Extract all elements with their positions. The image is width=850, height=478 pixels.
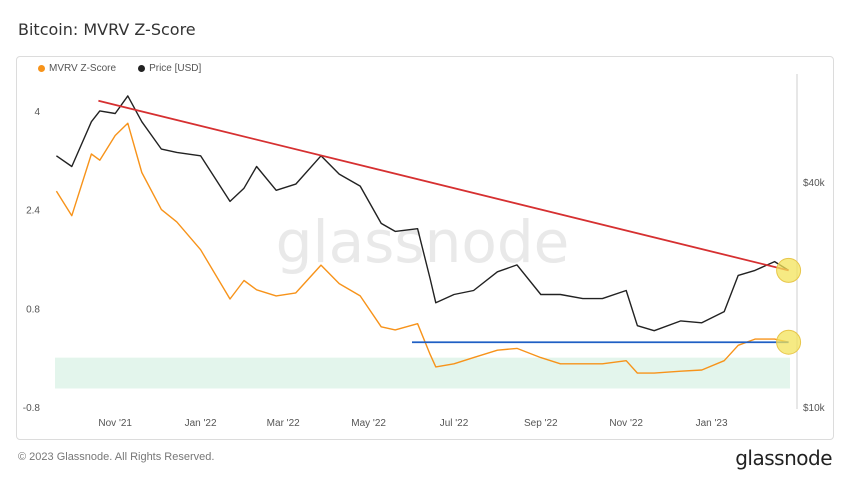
x-tick-label: Jan '23 [696,418,728,429]
x-tick-label: Nov '22 [609,418,643,429]
series-line-price [56,95,789,332]
x-tick-label: Sep '22 [524,418,558,429]
chart-legend: MVRV Z-Score Price [USD] [38,63,201,74]
y-left-tick-label: -0.8 [23,403,41,414]
y-right-tick-label: $40k [803,178,826,189]
x-tick-label: May '22 [351,418,386,429]
x-tick-label: Mar '22 [267,418,300,429]
chart-title: Bitcoin: MVRV Z-Score [18,20,196,39]
legend-item-price[interactable]: Price [USD] [138,63,201,74]
legend-item-zscore[interactable]: MVRV Z-Score [38,63,116,74]
y-left-tick-label: 4 [34,107,40,118]
legend-label-price: Price [USD] [149,63,202,74]
highlight-circle-1 [776,257,802,283]
x-tick-label: Jul '22 [440,418,469,429]
legend-label-zscore: MVRV Z-Score [49,63,117,74]
y-right-tick-label: $10k [803,403,826,414]
green-zone [55,357,790,389]
y-left-tick-label: 0.8 [26,304,40,315]
copyright-text: © 2023 Glassnode. All Rights Reserved. [18,451,215,463]
trendline-resistance [98,99,789,272]
brand-logo[interactable]: glassnode [735,446,832,470]
highlight-circle-2 [776,329,802,355]
x-tick-label: Jan '22 [185,418,217,429]
watermark-text: glassnode [276,208,570,276]
legend-swatch-price [138,65,146,72]
x-tick-label: Nov '21 [98,418,132,429]
y-left-tick-label: 2.4 [26,206,40,217]
series-line-mvrv-zscore [55,122,789,374]
legend-swatch-zscore [38,65,45,72]
